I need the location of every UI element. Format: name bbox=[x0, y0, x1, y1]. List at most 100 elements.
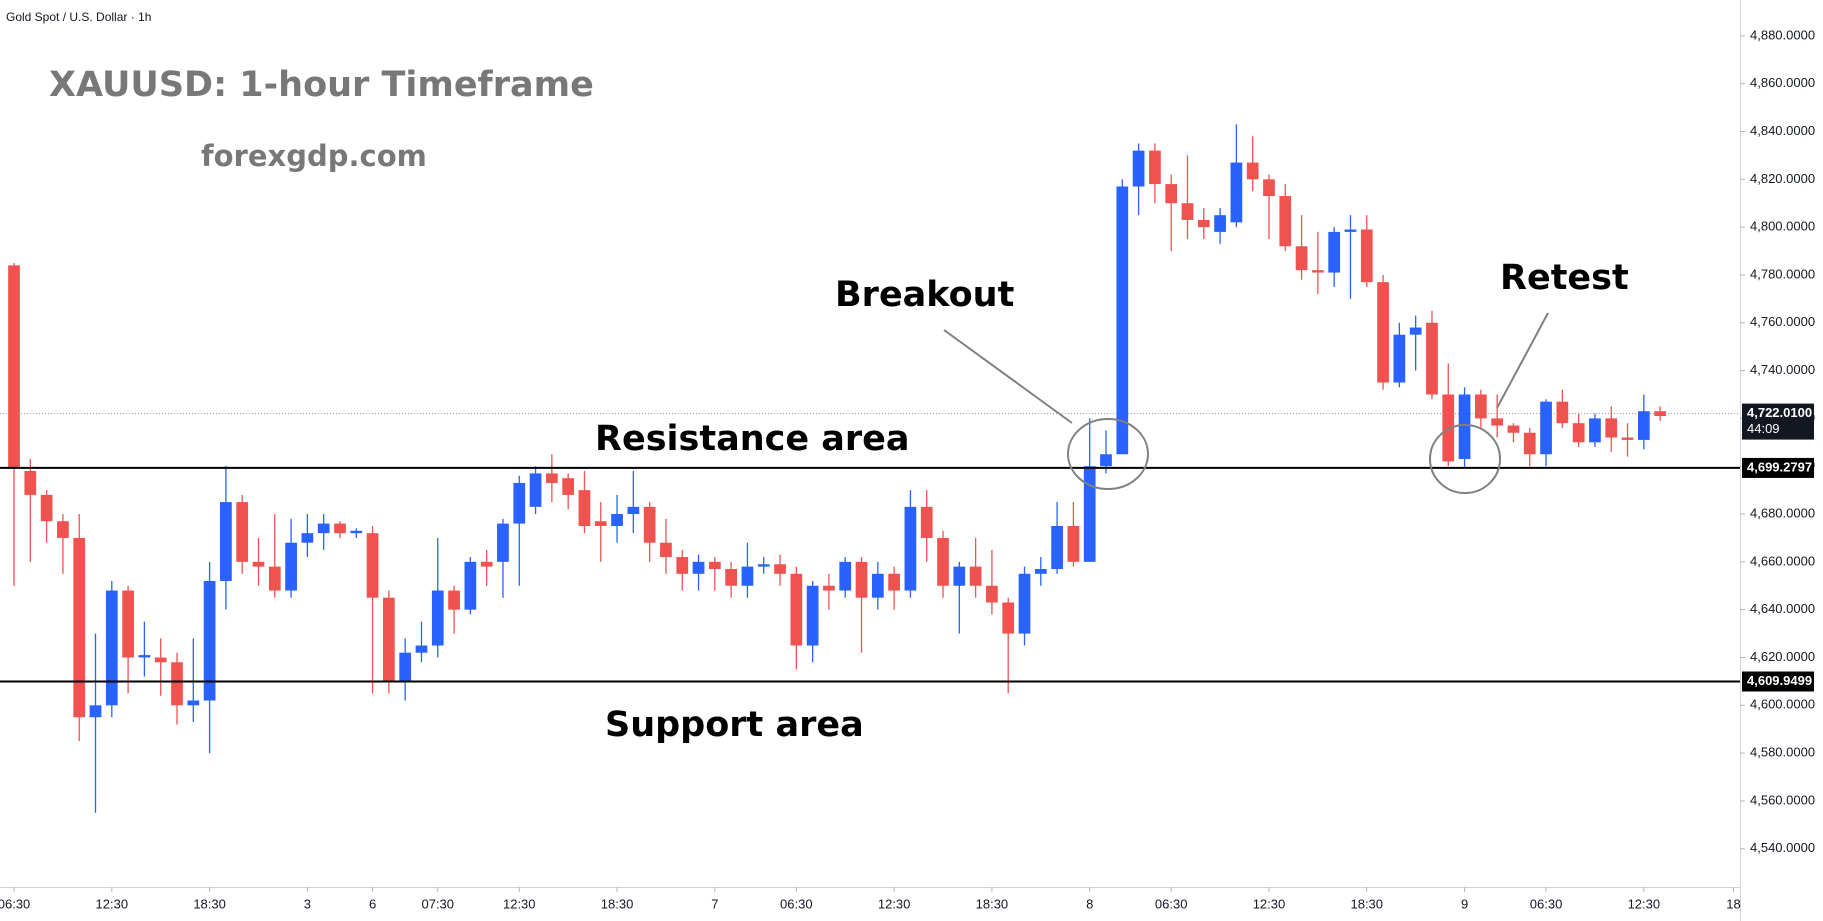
candle-body bbox=[122, 590, 134, 658]
x-tick-label: 12:30 bbox=[1253, 896, 1286, 911]
candle-body bbox=[350, 530, 363, 534]
candle-body bbox=[1246, 162, 1259, 180]
candle-body bbox=[1132, 150, 1145, 187]
candle-body bbox=[1083, 466, 1096, 562]
candle-body bbox=[627, 506, 640, 515]
candle-body bbox=[154, 657, 167, 663]
candle-body bbox=[1540, 401, 1552, 455]
candle-body bbox=[1181, 203, 1194, 220]
level-label: 4,699.2797 bbox=[1747, 459, 1812, 474]
candle-body bbox=[480, 561, 493, 567]
x-tick-label: 18:30 bbox=[976, 896, 1009, 911]
candle-body bbox=[334, 523, 346, 534]
candle-body bbox=[1344, 229, 1357, 232]
overlay-layer bbox=[943, 312, 1549, 494]
y-tick-label: 4,740.0000 bbox=[1750, 362, 1815, 377]
candle-body bbox=[252, 561, 265, 567]
candle-body bbox=[953, 566, 966, 586]
candle-body bbox=[73, 537, 86, 718]
candle-body bbox=[1426, 322, 1438, 395]
candle-body bbox=[611, 514, 623, 526]
candle-body bbox=[871, 573, 884, 598]
candle-body bbox=[464, 561, 477, 610]
candles-layer bbox=[0, 124, 1740, 813]
candle-body bbox=[89, 705, 102, 718]
x-tick-label: 18 bbox=[1726, 896, 1740, 911]
candle-body bbox=[497, 523, 509, 562]
candle-body bbox=[1589, 418, 1601, 443]
candle-body bbox=[643, 506, 656, 543]
y-tick-label: 4,840.0000 bbox=[1750, 123, 1815, 138]
candle-body bbox=[431, 590, 444, 646]
candle-body bbox=[1295, 246, 1308, 271]
x-tick-label: 06:30 bbox=[0, 896, 30, 911]
y-tick-label: 4,860.0000 bbox=[1750, 75, 1815, 90]
candle-body bbox=[774, 564, 786, 574]
candle-body bbox=[1279, 196, 1292, 247]
candle-body bbox=[1458, 394, 1471, 460]
candle-body bbox=[1116, 186, 1129, 455]
candle-body bbox=[1360, 229, 1373, 283]
candle-body bbox=[937, 537, 949, 586]
candle-body bbox=[105, 590, 118, 706]
x-tick-label: 9 bbox=[1461, 896, 1468, 911]
candle-body bbox=[823, 585, 835, 591]
candle-body bbox=[790, 573, 803, 646]
x-tick-label: 8 bbox=[1086, 896, 1093, 911]
candle-body bbox=[448, 590, 460, 610]
candle-body bbox=[1263, 179, 1275, 197]
candle-body bbox=[1312, 270, 1324, 273]
candle-body bbox=[888, 573, 900, 591]
level-label: 4,609.9499 bbox=[1747, 673, 1812, 688]
symbol-header: Gold Spot / U.S. Dollar · 1h bbox=[6, 10, 151, 24]
y-tick-label: 4,620.0000 bbox=[1750, 649, 1815, 664]
candle-body bbox=[660, 542, 672, 558]
y-tick-label: 4,880.0000 bbox=[1750, 27, 1815, 42]
candle-body bbox=[1507, 425, 1520, 433]
candle-body bbox=[301, 533, 314, 543]
candle-body bbox=[725, 569, 738, 586]
x-tick-label: 12:30 bbox=[503, 896, 536, 911]
candle-body bbox=[1491, 418, 1504, 426]
candle-body bbox=[8, 265, 20, 469]
x-tick-label: 18:30 bbox=[1350, 896, 1383, 911]
x-tick-label: 18:30 bbox=[193, 896, 226, 911]
candle-body bbox=[1637, 411, 1650, 440]
candle-body bbox=[904, 506, 917, 591]
retest-pointer bbox=[1496, 312, 1549, 409]
candle-body bbox=[1409, 327, 1422, 335]
axis-layer: 4,540.0000 4,560.0000 4,580.0000 4,600.0000… bbox=[0, 27, 1815, 911]
x-tick-label: 12:30 bbox=[1628, 896, 1661, 911]
x-tick-label: 06:30 bbox=[780, 896, 813, 911]
x-tick-label: 3 bbox=[304, 896, 311, 911]
candle-body bbox=[1100, 454, 1112, 467]
y-tick-label: 4,760.0000 bbox=[1750, 314, 1815, 329]
candle-body bbox=[692, 561, 705, 574]
candle-body bbox=[399, 652, 412, 682]
candle-body bbox=[578, 490, 591, 526]
y-tick-label: 4,660.0000 bbox=[1750, 553, 1815, 568]
candle-body bbox=[1018, 573, 1031, 634]
candle-body bbox=[383, 597, 395, 682]
candle-body bbox=[203, 580, 216, 701]
level-box bbox=[1742, 671, 1814, 692]
candle-body bbox=[986, 585, 998, 603]
candle-body bbox=[1214, 215, 1226, 232]
candle-body bbox=[24, 470, 37, 495]
last-price-box bbox=[1742, 403, 1814, 440]
y-tick-label: 4,540.0000 bbox=[1750, 840, 1815, 855]
breakout-label: Breakout bbox=[835, 275, 1014, 315]
candle-body bbox=[1654, 411, 1667, 417]
candle-body bbox=[1197, 219, 1210, 228]
candle-body bbox=[513, 482, 526, 524]
candle-body bbox=[268, 566, 281, 591]
candle-body bbox=[220, 502, 232, 581]
candle-body bbox=[366, 533, 379, 598]
x-tick-label: 07:30 bbox=[421, 896, 454, 911]
x-tick-label: 6 bbox=[369, 896, 376, 911]
candle-body bbox=[562, 478, 575, 495]
last-price-label: 4,722.0100 bbox=[1747, 405, 1812, 420]
y-tick-label: 4,560.0000 bbox=[1750, 792, 1815, 807]
